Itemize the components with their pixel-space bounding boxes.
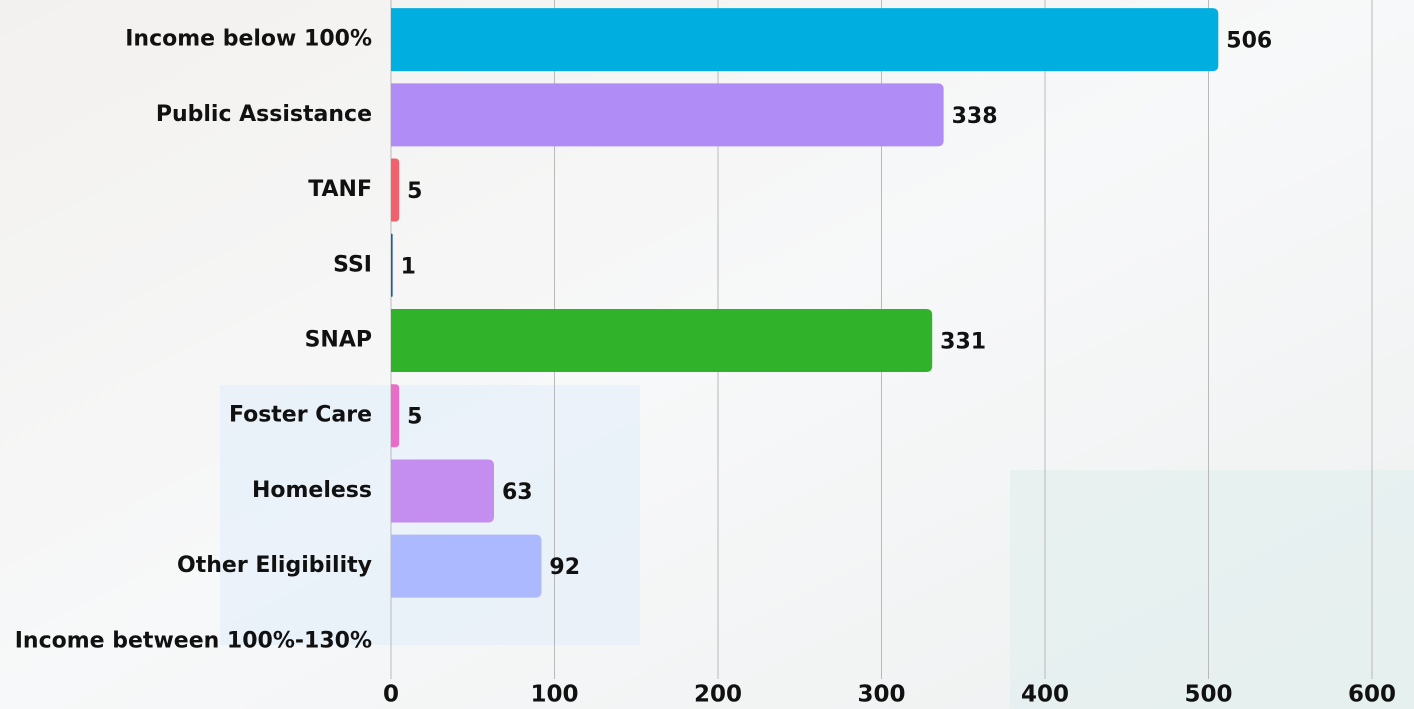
bar <box>391 158 400 222</box>
value-label: 338 <box>952 104 998 129</box>
y-tick-label: SNAP <box>305 328 372 353</box>
bar <box>391 8 1219 72</box>
y-tick-label: Foster Care <box>229 403 372 428</box>
x-tick-label: 400 <box>1021 682 1069 708</box>
bar <box>391 83 944 147</box>
y-tick-label: Other Eligibility <box>177 553 372 578</box>
value-label: 5 <box>407 179 422 204</box>
bar <box>391 384 400 448</box>
x-tick-label: 100 <box>530 682 578 708</box>
value-label: 92 <box>549 555 580 580</box>
value-label: 506 <box>1226 29 1272 54</box>
bar <box>391 459 495 523</box>
y-tick-label: Income between 100%-130% <box>15 628 372 653</box>
bar <box>391 309 933 372</box>
x-tick-label: 600 <box>1348 682 1396 708</box>
y-tick-label: Income below 100% <box>125 27 372 52</box>
x-tick-label: 300 <box>857 682 905 708</box>
y-tick-label: Public Assistance <box>156 102 372 127</box>
x-tick-label: 200 <box>694 682 742 708</box>
x-tick-label: 0 <box>383 682 399 708</box>
y-tick-label: Homeless <box>252 478 372 503</box>
bar <box>391 233 393 297</box>
x-tick-label: 500 <box>1184 682 1232 708</box>
y-tick-label: SSI <box>333 252 372 277</box>
value-label: 63 <box>502 480 533 505</box>
value-label: 1 <box>401 254 416 279</box>
background-shape <box>1010 470 1414 709</box>
bar <box>391 534 542 598</box>
value-label: 331 <box>940 330 986 355</box>
y-tick-label: TANF <box>308 177 372 202</box>
value-label: 5 <box>407 405 422 430</box>
